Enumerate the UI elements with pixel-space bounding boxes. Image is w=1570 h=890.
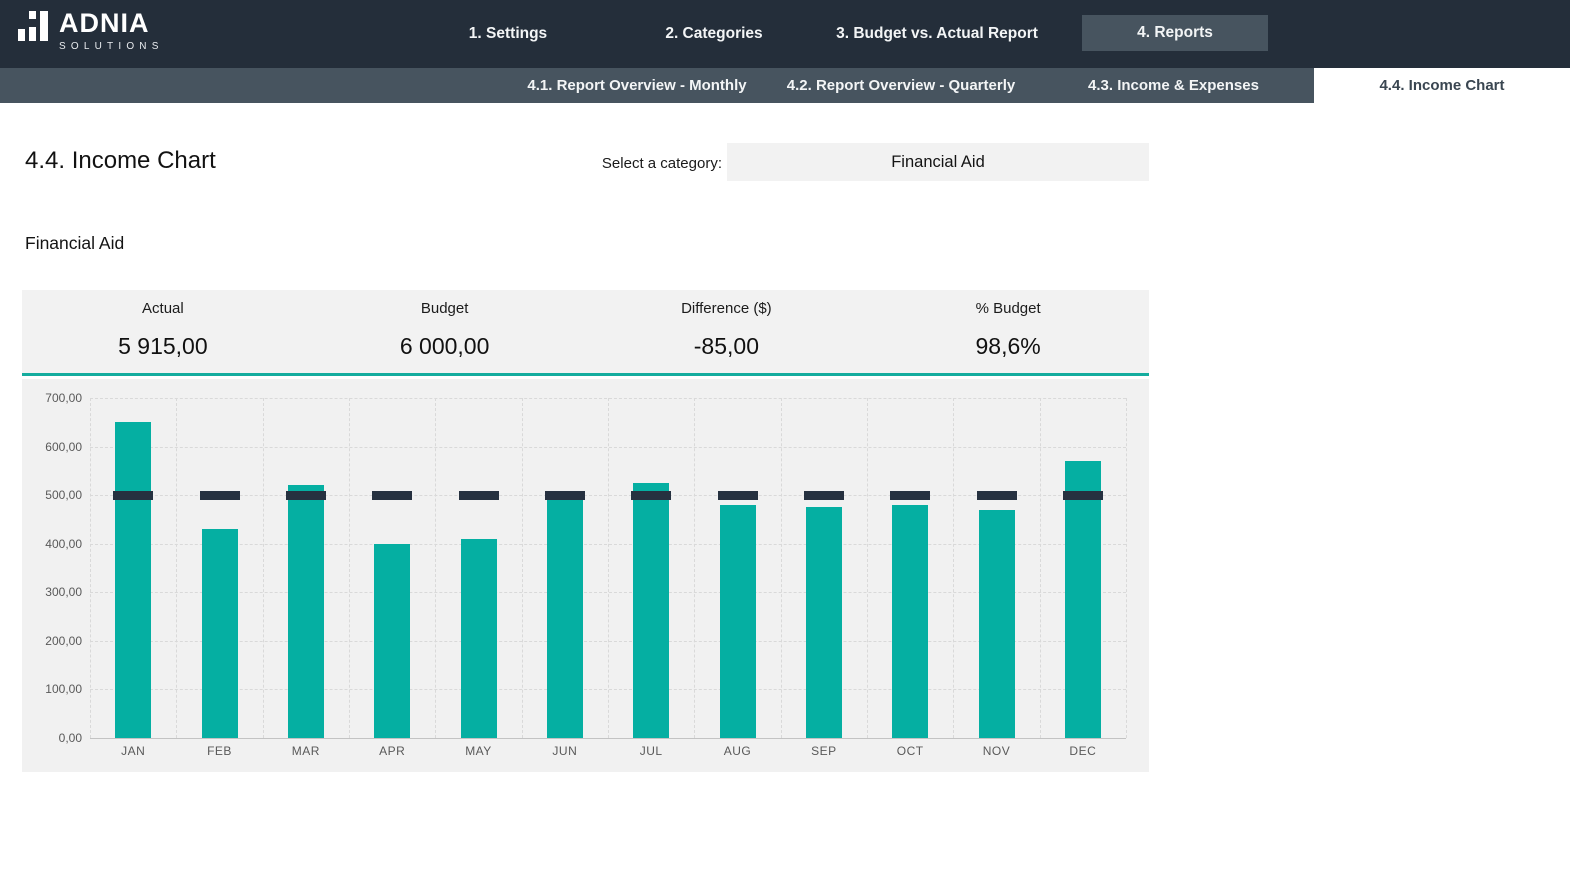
x-axis-label: JAN	[90, 744, 176, 758]
x-axis-line	[90, 738, 1126, 739]
chart-bar	[1065, 461, 1101, 738]
nav-item-reports[interactable]: 4. Reports	[1082, 15, 1268, 51]
subnav-bar: 4.1. Report Overview - Monthly4.2. Repor…	[0, 68, 1570, 103]
summary-cell-value: 5 915,00	[22, 333, 304, 359]
nav-item-budget-vs-actual-report[interactable]: 3. Budget vs. Actual Report	[836, 0, 1038, 68]
x-axis-label: AUG	[695, 744, 781, 758]
x-axis-label: JUN	[522, 744, 608, 758]
v-gridline	[867, 398, 868, 738]
budget-marker	[372, 491, 412, 500]
budget-marker	[200, 491, 240, 500]
chart-bar	[202, 529, 238, 738]
budget-marker	[286, 491, 326, 500]
y-axis-label: 400,00	[24, 537, 82, 551]
chart-bar	[892, 505, 928, 738]
x-axis-label: JUL	[608, 744, 694, 758]
v-gridline	[176, 398, 177, 738]
chart-bar	[979, 510, 1015, 738]
x-axis-label: MAR	[263, 744, 349, 758]
summary-cell-label: Difference ($)	[586, 290, 868, 316]
y-axis-label: 600,00	[24, 440, 82, 454]
chart-bar	[115, 422, 151, 738]
budget-marker	[545, 491, 585, 500]
v-gridline	[435, 398, 436, 738]
subnav-item-income-and-expenses[interactable]: 4.3. Income & Expenses	[1033, 68, 1314, 103]
v-gridline	[263, 398, 264, 738]
x-axis-label: OCT	[867, 744, 953, 758]
v-gridline	[781, 398, 782, 738]
y-axis-label: 100,00	[24, 682, 82, 696]
budget-marker	[718, 491, 758, 500]
x-axis-label: NOV	[954, 744, 1040, 758]
budget-marker	[631, 491, 671, 500]
chart-bar	[461, 539, 497, 738]
chart-bar	[374, 544, 410, 738]
budget-marker	[459, 491, 499, 500]
nav-item-categories[interactable]: 2. Categories	[665, 0, 762, 68]
budget-marker	[890, 491, 930, 500]
chart-bar	[288, 485, 324, 738]
x-axis-label: MAY	[436, 744, 522, 758]
income-chart-figure: 700,00 600,00 500,00 400,00 300,00 200,00 100,…	[22, 379, 1149, 772]
category-select[interactable]: Financial Aid	[727, 143, 1149, 181]
y-axis-label: 0,00	[24, 731, 82, 745]
summary-cell-value: 6 000,00	[304, 333, 586, 359]
y-axis-label: 700,00	[24, 391, 82, 405]
v-gridline	[1126, 398, 1127, 738]
summary-cell-budget: Budget 6 000,00	[304, 290, 586, 373]
summary-cell-label: Actual	[22, 290, 304, 316]
y-axis-label: 300,00	[24, 585, 82, 599]
v-gridline	[694, 398, 695, 738]
summary-card: Actual 5 915,00Budget 6 000,00Difference (…	[22, 290, 1149, 376]
summary-cell-actual: Actual 5 915,00	[22, 290, 304, 373]
x-axis-label: DEC	[1040, 744, 1126, 758]
x-axis-label: SEP	[781, 744, 867, 758]
section-title: Financial Aid	[25, 233, 124, 253]
page-title: 4.4. Income Chart	[25, 147, 216, 175]
subnav-item-report-overview-monthly[interactable]: 4.1. Report Overview - Monthly	[505, 68, 769, 103]
y-axis-label: 200,00	[24, 634, 82, 648]
x-axis-label: FEB	[177, 744, 263, 758]
summary-cell-label: Budget	[304, 290, 586, 316]
chart-bar	[806, 507, 842, 738]
chart-bar	[547, 493, 583, 738]
v-gridline	[1040, 398, 1041, 738]
primary-nav: 1. Settings 2. Categories 3. Budget vs. Ac…	[0, 0, 1570, 68]
v-gridline	[608, 398, 609, 738]
budget-marker	[804, 491, 844, 500]
budget-marker	[1063, 491, 1103, 500]
v-gridline	[90, 398, 91, 738]
summary-cell-pct-budget: % Budget 98,6%	[867, 290, 1149, 373]
v-gridline	[522, 398, 523, 738]
v-gridline	[349, 398, 350, 738]
x-axis-label: APR	[349, 744, 435, 758]
chart-bar	[633, 483, 669, 738]
chart-bar	[720, 505, 756, 738]
summary-cell-value: -85,00	[586, 333, 868, 359]
summary-cell-value: 98,6%	[867, 333, 1149, 359]
subnav-item-income-chart[interactable]: 4.4. Income Chart	[1314, 68, 1570, 103]
v-gridline	[953, 398, 954, 738]
main-content: 4.4. Income Chart Select a category: Fin…	[0, 103, 1570, 890]
budget-marker	[113, 491, 153, 500]
nav-item-settings[interactable]: 1. Settings	[469, 0, 547, 68]
category-select-value: Financial Aid	[891, 153, 985, 171]
summary-cell-label: % Budget	[867, 290, 1149, 316]
top-nav-bar: ADNIA SOLUTIONS 1. Settings2. Categories…	[0, 0, 1570, 68]
y-axis-label: 500,00	[24, 488, 82, 502]
category-select-label: Select a category:	[460, 155, 722, 172]
summary-cell-difference: Difference ($) -85,00	[586, 290, 868, 373]
budget-marker	[977, 491, 1017, 500]
subnav-item-report-overview-quarterly[interactable]: 4.2. Report Overview - Quarterly	[769, 68, 1033, 103]
